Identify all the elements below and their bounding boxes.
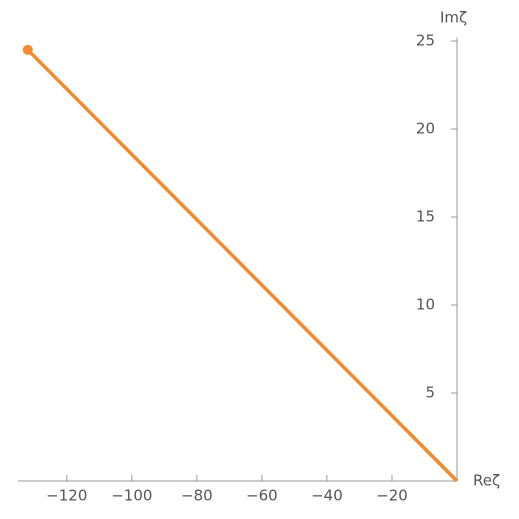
y-axis-label: Imζ bbox=[440, 9, 467, 27]
x-tick-label: −20 bbox=[376, 487, 408, 505]
x-tick-label: −40 bbox=[311, 487, 343, 505]
y-tick-label: 5 bbox=[425, 384, 435, 402]
start-point bbox=[22, 44, 33, 55]
x-tick-label: −80 bbox=[181, 487, 213, 505]
y-tick-label: 15 bbox=[416, 208, 435, 226]
y-tick-label: 25 bbox=[416, 32, 435, 50]
x-axis-label: Reζ bbox=[473, 472, 500, 490]
x-tick-label: −60 bbox=[246, 487, 278, 505]
x-tick-label: −120 bbox=[46, 487, 87, 505]
y-tick-label: 10 bbox=[416, 296, 435, 314]
x-tick-label: −100 bbox=[111, 487, 152, 505]
data-line bbox=[26, 48, 459, 483]
y-tick-label: 20 bbox=[416, 120, 435, 138]
